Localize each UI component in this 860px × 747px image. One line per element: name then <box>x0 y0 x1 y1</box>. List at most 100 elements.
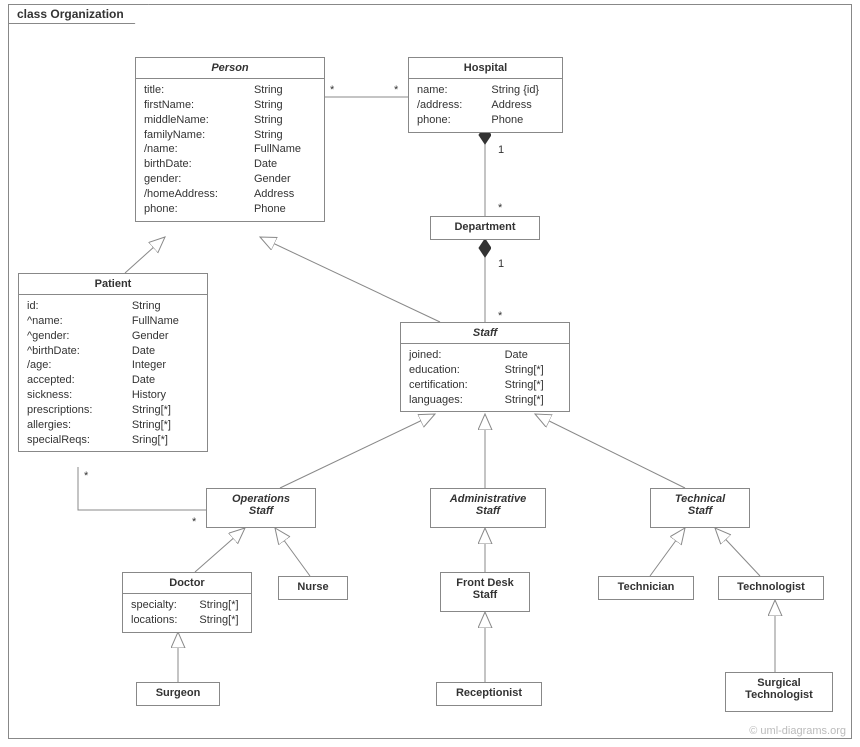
attr-type: Gender <box>238 172 318 187</box>
attr-name: /address: <box>415 98 475 113</box>
attr-name: title: <box>142 83 238 98</box>
attr-type: String[*] <box>489 378 563 393</box>
attr-type: String <box>238 128 318 143</box>
multiplicity: * <box>192 516 196 528</box>
attr-type: String[*] <box>116 403 201 418</box>
multiplicity: * <box>330 84 334 96</box>
class-title: Person <box>136 58 324 79</box>
attr-name: /homeAddress: <box>142 187 238 202</box>
attr-name: phone: <box>142 202 238 217</box>
class-title: Nurse <box>279 577 347 597</box>
diagram-frame: class Organization Persontitle:Stringfir… <box>0 0 860 747</box>
class-title: Front DeskStaff <box>441 573 529 605</box>
attr-name: specialty: <box>129 598 183 613</box>
attr-name: phone: <box>415 113 475 128</box>
attr-name: sickness: <box>25 388 116 403</box>
watermark: © uml-diagrams.org <box>749 725 846 737</box>
class-body: title:StringfirstName:StringmiddleName:S… <box>136 79 324 221</box>
class-patient: Patientid:String^name:FullName^gender:Ge… <box>18 273 208 452</box>
class-staff: Staffjoined:Dateeducation:String[*]certi… <box>400 322 570 412</box>
class-technician: Technician <box>598 576 694 600</box>
class-opsStaff: OperationsStaff <box>206 488 316 528</box>
package-label: class Organization <box>8 4 149 24</box>
class-person: Persontitle:StringfirstName:Stringmiddle… <box>135 57 325 222</box>
class-receptionist: Receptionist <box>436 682 542 706</box>
attr-name: id: <box>25 299 116 314</box>
attr-type: Date <box>238 157 318 172</box>
class-adminStaff: AdministrativeStaff <box>430 488 546 528</box>
attr-name: joined: <box>407 348 489 363</box>
attr-type: Sring[*] <box>116 433 201 448</box>
class-title: Doctor <box>123 573 251 594</box>
attr-name: firstName: <box>142 98 238 113</box>
class-body: name:String {id}/address:Addressphone:Ph… <box>409 79 562 132</box>
multiplicity: * <box>498 310 502 322</box>
attr-name: name: <box>415 83 475 98</box>
attr-type: Address <box>475 98 556 113</box>
attr-type: String[*] <box>183 613 245 628</box>
attr-name: locations: <box>129 613 183 628</box>
attr-name: middleName: <box>142 113 238 128</box>
class-doctor: Doctor specialty:String[*]locations:Strin… <box>122 572 252 633</box>
class-surgTech: SurgicalTechnologist <box>725 672 833 712</box>
attr-type: String <box>238 83 318 98</box>
attr-type: Date <box>116 344 201 359</box>
attr-name: prescriptions: <box>25 403 116 418</box>
attr-name: gender: <box>142 172 238 187</box>
multiplicity: * <box>498 202 502 214</box>
class-title: OperationsStaff <box>207 489 315 521</box>
class-body: id:String^name:FullName^gender:Gender^bi… <box>19 295 207 451</box>
attr-name: familyName: <box>142 128 238 143</box>
class-title: AdministrativeStaff <box>431 489 545 521</box>
attr-name: birthDate: <box>142 157 238 172</box>
attr-type: String[*] <box>116 418 201 433</box>
attr-type: Integer <box>116 358 201 373</box>
multiplicity: 1 <box>498 144 504 156</box>
class-title: TechnicalStaff <box>651 489 749 521</box>
attr-type: Gender <box>116 329 201 344</box>
attr-name: languages: <box>407 393 489 408</box>
attr-type: Date <box>489 348 563 363</box>
class-title: Patient <box>19 274 207 295</box>
class-hospital: Hospitalname:String {id}/address:Address… <box>408 57 563 133</box>
multiplicity: 1 <box>498 258 504 270</box>
attr-type: String[*] <box>489 363 563 378</box>
attr-type: Phone <box>238 202 318 217</box>
attr-type: Date <box>116 373 201 388</box>
attr-type: FullName <box>238 142 318 157</box>
attr-type: FullName <box>116 314 201 329</box>
class-techStaff: TechnicalStaff <box>650 488 750 528</box>
class-title: Technologist <box>719 577 823 597</box>
class-title: Hospital <box>409 58 562 79</box>
class-technologist: Technologist <box>718 576 824 600</box>
attr-name: education: <box>407 363 489 378</box>
class-title: Surgeon <box>137 683 219 703</box>
attr-name: /age: <box>25 358 116 373</box>
attr-type: String <box>116 299 201 314</box>
class-title: Technician <box>599 577 693 597</box>
attr-type: History <box>116 388 201 403</box>
class-surgeon: Surgeon <box>136 682 220 706</box>
attr-name: ^birthDate: <box>25 344 116 359</box>
multiplicity: * <box>84 470 88 482</box>
attr-name: accepted: <box>25 373 116 388</box>
attr-type: String <box>238 98 318 113</box>
class-title: SurgicalTechnologist <box>726 673 832 705</box>
attr-type: Address <box>238 187 318 202</box>
class-title: Receptionist <box>437 683 541 703</box>
class-body: joined:Dateeducation:String[*]certificat… <box>401 344 569 411</box>
class-title: Staff <box>401 323 569 344</box>
attr-name: allergies: <box>25 418 116 433</box>
attr-name: ^gender: <box>25 329 116 344</box>
attr-type: String[*] <box>183 598 245 613</box>
class-nurse: Nurse <box>278 576 348 600</box>
attr-type: Phone <box>475 113 556 128</box>
attr-name: certification: <box>407 378 489 393</box>
attr-name: specialReqs: <box>25 433 116 448</box>
attr-name: /name: <box>142 142 238 157</box>
multiplicity: * <box>394 84 398 96</box>
attr-type: String {id} <box>475 83 556 98</box>
class-title: Department <box>431 217 539 237</box>
attr-type: String[*] <box>489 393 563 408</box>
class-department: Department <box>430 216 540 240</box>
